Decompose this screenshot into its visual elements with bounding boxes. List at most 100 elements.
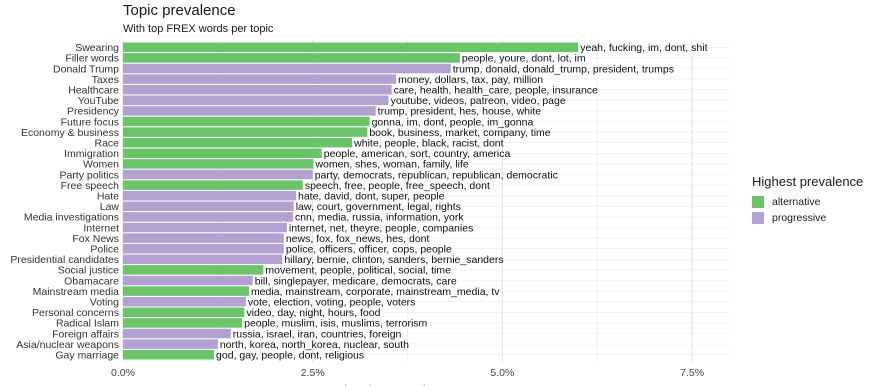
category-label: Foreign affairs: [52, 328, 119, 340]
x-tick-label: 2.5%: [301, 367, 325, 379]
bar-words-label: people, american, sort, country, america: [324, 148, 511, 160]
bar-taxes: [123, 74, 397, 84]
bar-words-label: trump, president, hes, house, white: [378, 106, 542, 118]
bar-words-label: hate, david, dont, super, people: [298, 191, 445, 203]
category-label: Economy & business: [21, 127, 119, 139]
category-label: Hate: [97, 191, 119, 203]
bar-internet: [123, 222, 287, 233]
category-label: Presidential candidates: [10, 254, 119, 266]
legend-label-progressive: progressive: [772, 212, 827, 224]
bar-words-label: hillary, bernie, clinton, sanders, berni…: [284, 254, 503, 266]
category-label: YouTube: [78, 95, 119, 107]
bar-words-label: russia, israel, iran, countries, foreign: [233, 328, 402, 340]
category-label: Law: [100, 201, 120, 213]
bar-words-label: law, court, government, legal, rights: [296, 201, 461, 213]
category-label: Obamacare: [64, 275, 119, 287]
bar-social-justice: [123, 265, 264, 275]
bar-words-label: movement, people, political, social, tim…: [265, 265, 451, 277]
x-tick-label: 0.0%: [111, 367, 135, 379]
bar-healthcare: [123, 84, 392, 95]
chart-subtitle: With top FREX words per topic: [123, 23, 274, 35]
bar-words-label: news, fox, fox_news, hes, dont: [286, 233, 430, 245]
bar-swearing: [123, 42, 579, 53]
bar-law: [123, 201, 294, 212]
x-axis-title: Expected topic proportion: [293, 383, 440, 386]
bar-race: [123, 137, 353, 148]
bar-asia-nuclear-weapons: [123, 339, 218, 349]
category-label: Race: [94, 138, 119, 150]
category-label: Free speech: [61, 180, 120, 192]
category-label: Internet: [83, 222, 119, 234]
bar-obamacare: [123, 275, 253, 286]
category-label: Future focus: [61, 116, 119, 128]
category-label: Taxes: [92, 74, 119, 86]
bar-hate: [123, 190, 296, 201]
bar-words-label: money, dollars, tax, pay, million: [398, 74, 543, 86]
bar-youtube: [123, 95, 389, 106]
bar-filler-words: [123, 53, 460, 63]
bar-gay-marriage: [123, 349, 215, 360]
category-label: Filler words: [65, 53, 119, 65]
bar-words-label: vote, election, voting, people, voters: [248, 297, 416, 309]
category-label: Donald Trump: [53, 63, 119, 75]
bar-words-label: book, business, market, company, time: [369, 127, 550, 139]
bar-free-speech: [123, 180, 303, 190]
bar-police: [123, 243, 284, 254]
bar-radical-islam: [123, 318, 243, 328]
bar-media-investigations: [123, 212, 293, 222]
bar-words-label: media, mainstream, corporate, mainstream…: [251, 286, 500, 298]
category-label: Fox News: [72, 233, 119, 245]
bar-fox-news: [123, 233, 284, 243]
bar-words-label: video, day, night, hours, food: [246, 307, 380, 319]
category-label: Party politics: [59, 169, 119, 181]
bar-words-label: police, officers, officer, cops, people: [286, 244, 452, 256]
bar-voting: [123, 296, 246, 307]
legend-swatch-alternative: [752, 196, 764, 208]
category-label: Women: [83, 159, 119, 171]
bar-foreign-affairs: [123, 328, 231, 339]
bar-presidency: [123, 106, 376, 116]
category-label: Personal concerns: [32, 307, 119, 319]
bar-mainstream-media: [123, 286, 249, 296]
bar-words-label: party, democrats, republican, republican…: [315, 169, 558, 181]
bar-personal-concerns: [123, 307, 245, 318]
bar-words-label: cnn, media, russia, information, york: [295, 212, 464, 224]
legend-item-progressive: progressive: [752, 210, 863, 226]
bar-words-label: people, youre, dont, lot, im: [462, 53, 586, 65]
category-label: Swearing: [75, 42, 119, 54]
bar-words-label: care, health, health_care, people, insur…: [394, 85, 598, 97]
bar-words-label: north, korea, north_korea, nuclear, sout…: [220, 339, 409, 351]
category-label: Police: [90, 244, 119, 256]
category-label: Radical Islam: [56, 318, 119, 330]
bar-words-label: bill, singlepayer, medicare, democrats, …: [255, 275, 457, 287]
bar-presidential-candidates: [123, 254, 283, 265]
bar-words-label: people, muslim, isis, muslims, terrorism: [244, 318, 427, 330]
bar-words-label: yeah, fucking, im, dont, shit: [580, 42, 707, 54]
chart-title: Topic prevalence: [123, 2, 236, 19]
x-tick-label: 7.5%: [680, 367, 704, 379]
legend-item-alternative: alternative: [752, 194, 863, 210]
legend-title: Highest prevalence: [752, 174, 864, 189]
legend-label-alternative: alternative: [772, 196, 821, 208]
category-label: Mainstream media: [33, 286, 120, 298]
bar-economy-business: [123, 127, 368, 137]
bar-words-label: gonna, im, dont, people, im_gonna: [372, 116, 534, 128]
bar-words-label: women, shes, woman, family, life: [314, 159, 468, 171]
bar-words-label: internet, net, theyre, people, companies: [289, 222, 473, 234]
bar-words-label: youtube, videos, patreon, video, page: [391, 95, 566, 107]
bar-words-label: speech, free, people, free_speech, dont: [305, 180, 490, 192]
bar-words-label: white, people, black, racist, dont: [353, 138, 503, 150]
category-label: Social justice: [58, 265, 119, 277]
bar-donald-trump: [123, 63, 451, 74]
bar-words-label: trump, donald, donald_trump, president, …: [453, 63, 674, 75]
category-label: Healthcare: [68, 85, 119, 97]
bar-party-politics: [123, 169, 313, 180]
x-tick-label: 5.0%: [490, 367, 514, 379]
legend: Highest prevalence alternative progressi…: [752, 174, 863, 226]
category-label: Asia/nuclear weapons: [16, 339, 119, 351]
bar-future-focus: [123, 116, 370, 127]
bar-immigration: [123, 148, 322, 159]
bar-words-label: god, gay, people, dont, religious: [216, 350, 364, 362]
